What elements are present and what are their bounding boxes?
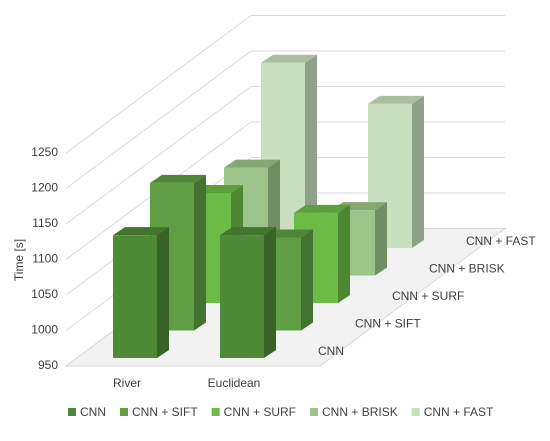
legend-label: CNN + FAST: [424, 405, 494, 419]
legend-swatch: [68, 408, 76, 416]
x-tick-label: Euclidean: [208, 376, 261, 390]
grid-line: [65, 15, 252, 154]
bar: [113, 235, 157, 358]
bar-top: [368, 95, 424, 104]
legend-label: CNN + BRISK: [322, 405, 398, 419]
grid-line: [65, 50, 252, 189]
y-tick-label: 1250: [31, 145, 58, 159]
depth-label: CNN + SURF: [392, 289, 464, 303]
y-tick-label: 1200: [31, 181, 58, 195]
depth-label: CNN + BRISK: [429, 262, 505, 276]
y-tick-label: 1100: [32, 252, 58, 266]
x-tick-label: River: [113, 376, 141, 390]
y-tick-label: 1050: [31, 287, 58, 301]
bar-top: [220, 227, 276, 236]
legend-swatch: [411, 408, 420, 416]
legend-swatch: [120, 408, 128, 416]
bar-side: [157, 227, 169, 358]
depth-label: CNN + FAST: [466, 234, 536, 248]
depth-label: CNN: [318, 344, 344, 358]
bar-top: [261, 54, 317, 63]
bar-side: [338, 204, 350, 303]
legend-swatch: [310, 408, 319, 416]
bar-side: [412, 95, 424, 249]
bar-side: [305, 54, 317, 248]
depth-label: CNN + SIFT: [355, 317, 421, 331]
bar-side: [375, 202, 387, 276]
grid-line: [65, 86, 252, 225]
y-tick-label: 1000: [31, 323, 58, 337]
legend-label: CNN + SIFT: [132, 405, 198, 419]
legend-label: CNN + SURF: [224, 405, 296, 419]
legend-label: CNN: [80, 405, 106, 419]
bar-side: [194, 174, 206, 331]
bar-side: [301, 229, 313, 331]
y-tick-label: 1150: [32, 216, 58, 230]
bar-side: [264, 227, 276, 358]
bar-top: [150, 174, 206, 183]
bar: [220, 235, 264, 358]
y-axis-title: Time [s]: [12, 239, 26, 281]
bar-top: [113, 227, 169, 236]
legend-swatch: [211, 408, 220, 416]
bar-top: [224, 159, 280, 168]
bar-top: [294, 204, 350, 213]
y-tick-label: 950: [38, 358, 58, 372]
